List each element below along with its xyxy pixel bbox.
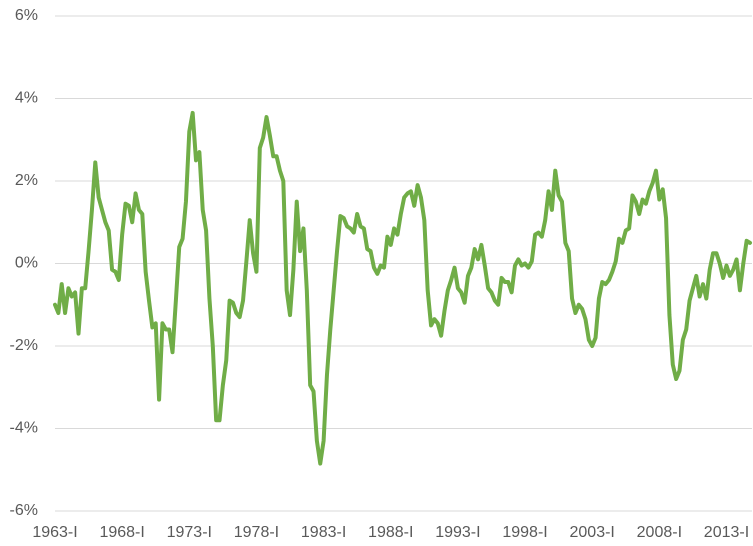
x-tick-label: 2008-I: [637, 524, 682, 541]
y-tick-label: 6%: [15, 7, 38, 24]
y-tick-label: 4%: [15, 90, 38, 107]
x-tick-label: 1968-I: [99, 524, 144, 541]
x-tick-label: 1983-I: [301, 524, 346, 541]
y-tick-label: 2%: [15, 172, 38, 189]
x-tick-label: 1978-I: [234, 524, 279, 541]
x-tick-label: 1988-I: [368, 524, 413, 541]
y-tick-label: -6%: [10, 502, 38, 519]
x-tick-label: 1993-I: [435, 524, 480, 541]
x-tick-label: 1973-I: [167, 524, 212, 541]
x-tick-label: 2013-I: [704, 524, 749, 541]
x-tick-label: 1998-I: [502, 524, 547, 541]
y-tick-label: -2%: [10, 337, 38, 354]
x-tick-label: 1963-I: [32, 524, 77, 541]
y-tick-label: -4%: [10, 420, 38, 437]
data-line: [53, 110, 752, 466]
y-tick-label: 0%: [15, 255, 38, 272]
x-tick-label: 2003-I: [570, 524, 615, 541]
